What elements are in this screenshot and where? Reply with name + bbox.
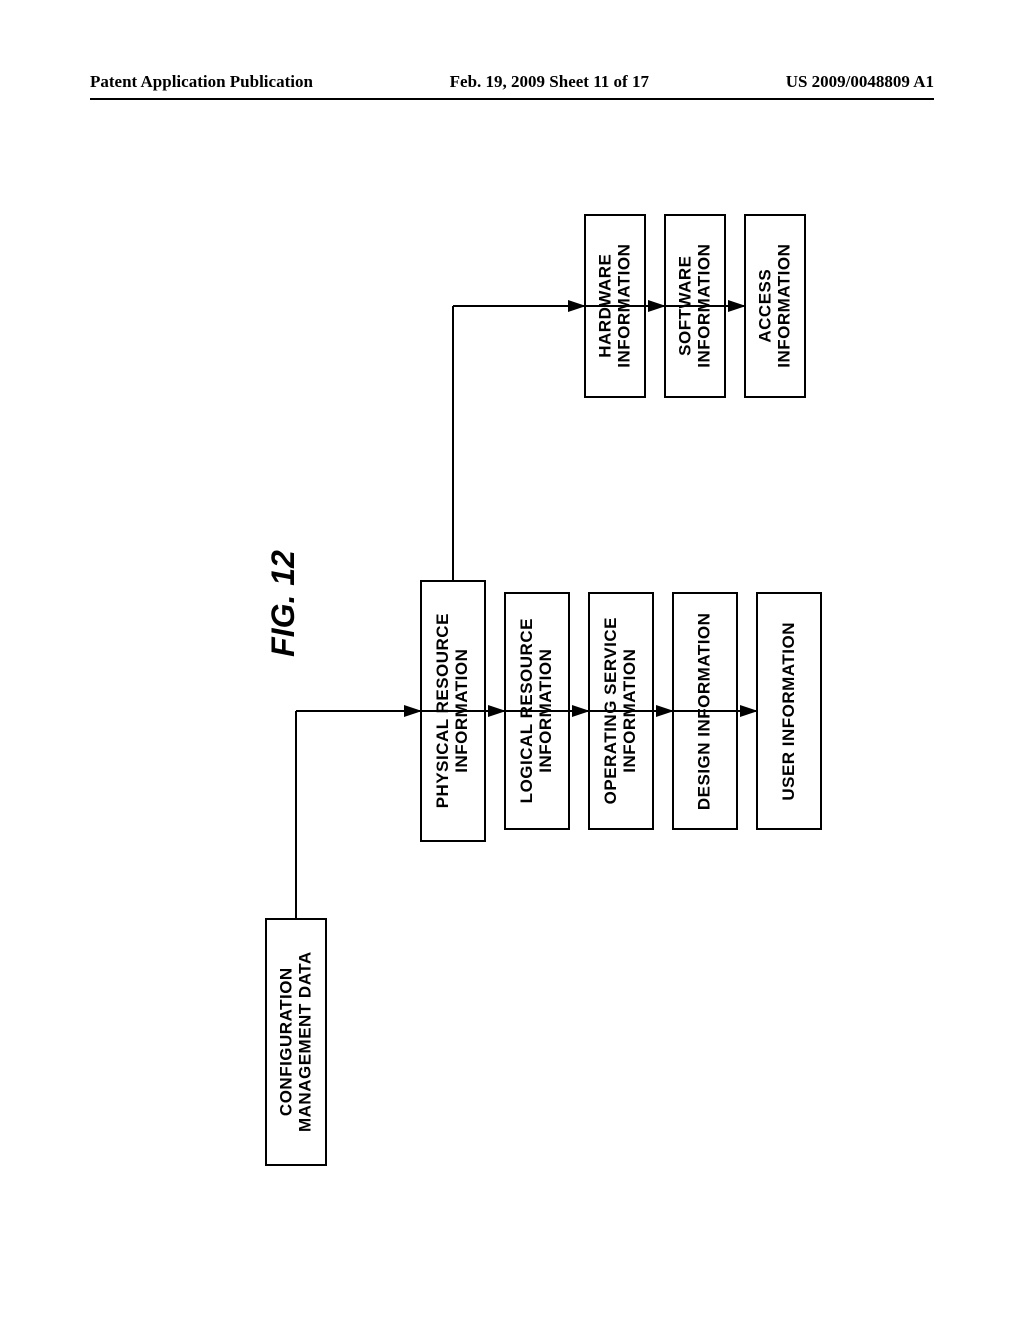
node-root: CONFIGURATIONMANAGEMENT DATA <box>265 918 327 1166</box>
node-label-logic: LOGICAL RESOURCEINFORMATION <box>518 618 555 803</box>
page: Patent Application Publication Feb. 19, … <box>0 0 1024 1320</box>
node-label-root: CONFIGURATIONMANAGEMENT DATA <box>277 952 314 1133</box>
header-right: US 2009/0048809 A1 <box>786 72 934 92</box>
node-label-sw: SOFTWAREINFORMATION <box>676 244 713 368</box>
node-hw: HARDWAREINFORMATION <box>584 214 646 398</box>
node-label-phys: PHYSICAL RESOURCEINFORMATION <box>434 613 471 808</box>
node-label-design: DESIGN INFORMATION <box>696 612 715 810</box>
header-rule <box>90 98 934 100</box>
node-user: USER INFORMATION <box>756 592 822 830</box>
page-header: Patent Application Publication Feb. 19, … <box>0 72 1024 92</box>
figure-title: FIG. 12 <box>265 550 302 657</box>
header-left: Patent Application Publication <box>90 72 313 92</box>
node-label-opsvc: OPERATING SERVICEINFORMATION <box>602 617 639 804</box>
node-sw: SOFTWAREINFORMATION <box>664 214 726 398</box>
node-label-access: ACCESSINFORMATION <box>756 244 793 368</box>
node-label-hw: HARDWAREINFORMATION <box>596 244 633 368</box>
header-center: Feb. 19, 2009 Sheet 11 of 17 <box>450 72 649 92</box>
node-access: ACCESSINFORMATION <box>744 214 806 398</box>
node-label-user: USER INFORMATION <box>780 622 799 801</box>
node-design: DESIGN INFORMATION <box>672 592 738 830</box>
node-opsvc: OPERATING SERVICEINFORMATION <box>588 592 654 830</box>
node-logic: LOGICAL RESOURCEINFORMATION <box>504 592 570 830</box>
node-phys: PHYSICAL RESOURCEINFORMATION <box>420 580 486 842</box>
